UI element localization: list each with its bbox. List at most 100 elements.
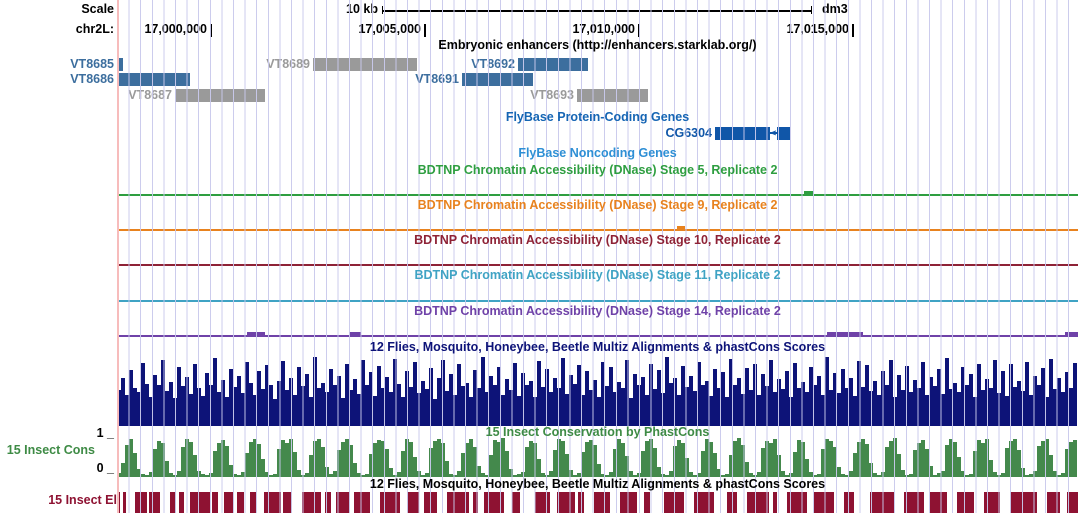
conserved-element-block[interactable] [512,492,520,513]
conserved-element-block[interactable] [535,492,550,513]
conserved-element-block[interactable] [904,492,924,513]
track-title-phastcons[interactable]: 15 Insect Conservation by PhastCons [485,425,710,439]
conserved-element-block[interactable] [930,492,947,513]
bdtnp-signal-baseline[interactable] [117,194,1078,196]
conserved-element-block[interactable] [484,492,504,513]
conserved-element-block[interactable] [224,492,233,513]
bdtnp-signal-peak [677,226,685,230]
gene-label-cg6304: CG6304 [665,126,712,140]
conserved-element-block[interactable] [1067,492,1078,513]
conserved-element-block[interactable] [694,492,714,513]
conserved-element-block[interactable] [354,492,370,513]
conserved-element-block[interactable] [844,492,854,513]
ruler-tick-label: 17,000,000 [144,22,207,36]
track-title-flybase-noncoding[interactable]: FlyBase Noncoding Genes [518,146,677,160]
conserved-element-block[interactable] [135,492,147,513]
conserved-element-block[interactable] [473,492,478,513]
scale-bar [382,6,812,14]
ruler-tick-label: 17,010,000 [572,22,635,36]
track-title-flybase-coding[interactable]: FlyBase Protein-Coding Genes [505,110,690,124]
ruler-tick-label: 17,005,000 [358,22,421,36]
enhancer-item-vt8686[interactable] [117,73,190,86]
conserved-element-block[interactable] [644,492,650,513]
ruler-tick-mark [424,24,426,37]
track-title-bdtnp-1[interactable]: BDTNP Chromatin Accessibility (DNase) St… [417,163,778,177]
track-left-label-vt8685[interactable]: VT8685 [70,57,114,71]
conserved-element-block[interactable] [212,492,218,513]
conserved-element-block[interactable] [250,492,256,513]
conserved-element-block[interactable] [578,492,584,513]
conserved-element-block[interactable] [557,492,575,513]
conserved-element-block[interactable] [870,492,894,513]
phastcons-axis-max: 1 _ [96,426,114,440]
conserved-element-block[interactable] [447,492,469,513]
track-title-bdtnp-3[interactable]: BDTNP Chromatin Accessibility (DNase) St… [414,233,781,247]
conserved-element-block[interactable] [325,492,331,513]
enhancer-item-vt8693[interactable] [577,89,648,102]
bdtnp-signal-peak [804,191,814,195]
enhancer-item-label: VT8687 [128,88,172,102]
insect-conservation-histogram[interactable] [117,437,1078,477]
conserved-element-block[interactable] [170,492,176,513]
track-title-bdtnp-4[interactable]: BDTNP Chromatin Accessibility (DNase) St… [414,268,781,282]
conserved-element-block[interactable] [747,492,769,513]
conserved-element-block[interactable] [302,492,321,513]
enhancer-item-label: VT8693 [530,88,574,102]
bdtnp-signal-peak [1065,332,1078,336]
bdtnp-signal-baseline[interactable] [117,229,1078,231]
conserved-element-block[interactable] [424,492,437,513]
track-title-embryonic-enhancers[interactable]: Embryonic enhancers (http://enhancers.st… [438,38,757,52]
conserved-element-block[interactable] [283,492,292,513]
enhancer-item-vt8691[interactable] [462,73,533,86]
gene-strand-arrow-icon: < [771,128,777,138]
scale-label: Scale [81,2,114,16]
chromosome-label: chr2L: [75,22,114,36]
conserved-element-block[interactable] [984,492,1000,513]
conserved-element-block[interactable] [620,492,637,513]
bdtnp-signal-peak [827,332,863,336]
conserved-element-block[interactable] [727,492,737,513]
multiz-phastcons-histogram[interactable] [117,356,1078,426]
gene-exon-cg6304[interactable] [715,127,770,140]
ruler-tick-mark [852,24,854,37]
track-title-bdtnp-5[interactable]: BDTNP Chromatin Accessibility (DNase) St… [414,304,781,318]
track-left-label-insect-cons[interactable]: 15 Insect Cons [6,443,95,457]
conserved-element-block[interactable] [407,492,419,513]
enhancer-item-vt8687[interactable] [175,89,265,102]
conserved-element-block[interactable] [237,492,244,513]
conserved-element-block[interactable] [1047,492,1060,513]
conserved-element-block[interactable] [264,492,281,513]
bdtnp-signal-baseline[interactable] [117,264,1078,266]
track-title-bdtnp-2[interactable]: BDTNP Chromatin Accessibility (DNase) St… [417,198,778,212]
track-title-multiz-elements[interactable]: 12 Flies, Mosquito, Honeybee, Beetle Mul… [369,477,826,491]
conserved-element-block[interactable] [190,492,210,513]
conserved-element-block[interactable] [336,492,350,513]
enhancer-item-vt8692[interactable] [518,58,588,71]
phastcons-axis-min: 0 _ [96,461,114,475]
conserved-element-block[interactable] [149,492,160,513]
enhancer-item-label: VT8692 [471,57,515,71]
enhancer-item-label: VT8689 [266,57,310,71]
conserved-element-block[interactable] [773,492,777,513]
bdtnp-signal-baseline[interactable] [117,300,1078,302]
gene-exon-cg6304[interactable] [777,127,790,140]
conserved-element-block[interactable] [380,492,400,513]
track-image-area[interactable]: Embryonic enhancers (http://enhancers.st… [117,0,1078,513]
conserved-element-block[interactable] [1010,492,1037,513]
conserved-element-block[interactable] [787,492,807,513]
enhancer-item-vt8689[interactable] [313,58,417,71]
track-title-multiz[interactable]: 12 Flies, Mosquito, Honeybee, Beetle Mul… [369,340,826,354]
conserved-element-block[interactable] [123,492,126,513]
track-left-label-vt8686[interactable]: VT8686 [70,72,114,86]
conserved-element-block[interactable] [179,492,184,513]
ruler-tick-mark [638,24,640,37]
conserved-element-block[interactable] [594,492,610,513]
ruler-tick-label: 17,015,000 [786,22,849,36]
conserved-element-block[interactable] [957,492,974,513]
bdtnp-signal-peak [349,332,361,336]
conserved-element-block[interactable] [814,492,834,513]
enhancer-item-label: VT8691 [415,72,459,86]
track-left-label-insect-elements[interactable]: 15 Insect El [48,493,117,507]
conserved-element-block[interactable] [664,492,684,513]
